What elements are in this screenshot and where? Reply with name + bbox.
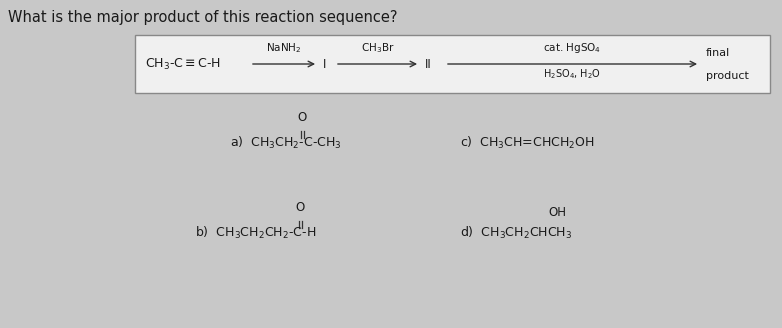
Bar bbox=[135, 35, 770, 93]
Text: I: I bbox=[323, 57, 326, 71]
Text: NaNH$_2$: NaNH$_2$ bbox=[267, 41, 302, 55]
Text: H$_2$SO$_4$, H$_2$O: H$_2$SO$_4$, H$_2$O bbox=[543, 67, 601, 81]
Text: d)  CH$_3$CH$_2$CHCH$_3$: d) CH$_3$CH$_2$CHCH$_3$ bbox=[460, 225, 572, 241]
Text: O: O bbox=[297, 111, 307, 124]
Text: b)  CH$_3$CH$_2$CH$_2$-C-H: b) CH$_3$CH$_2$CH$_2$-C-H bbox=[195, 225, 316, 241]
Text: cat. HgSO$_4$: cat. HgSO$_4$ bbox=[543, 41, 601, 55]
Text: CH$_3$Br: CH$_3$Br bbox=[361, 41, 394, 55]
Text: CH$_3$-C$\equiv$C-H: CH$_3$-C$\equiv$C-H bbox=[145, 56, 221, 72]
Text: c)  CH$_3$CH=CHCH$_2$OH: c) CH$_3$CH=CHCH$_2$OH bbox=[460, 135, 595, 151]
Text: a)  CH$_3$CH$_2$-C-CH$_3$: a) CH$_3$CH$_2$-C-CH$_3$ bbox=[230, 135, 342, 151]
Text: What is the major product of this reaction sequence?: What is the major product of this reacti… bbox=[8, 10, 397, 25]
Text: product: product bbox=[706, 71, 749, 81]
Text: final: final bbox=[706, 48, 730, 58]
Text: OH: OH bbox=[548, 206, 566, 219]
Text: O: O bbox=[296, 201, 305, 214]
Text: II: II bbox=[425, 57, 432, 71]
